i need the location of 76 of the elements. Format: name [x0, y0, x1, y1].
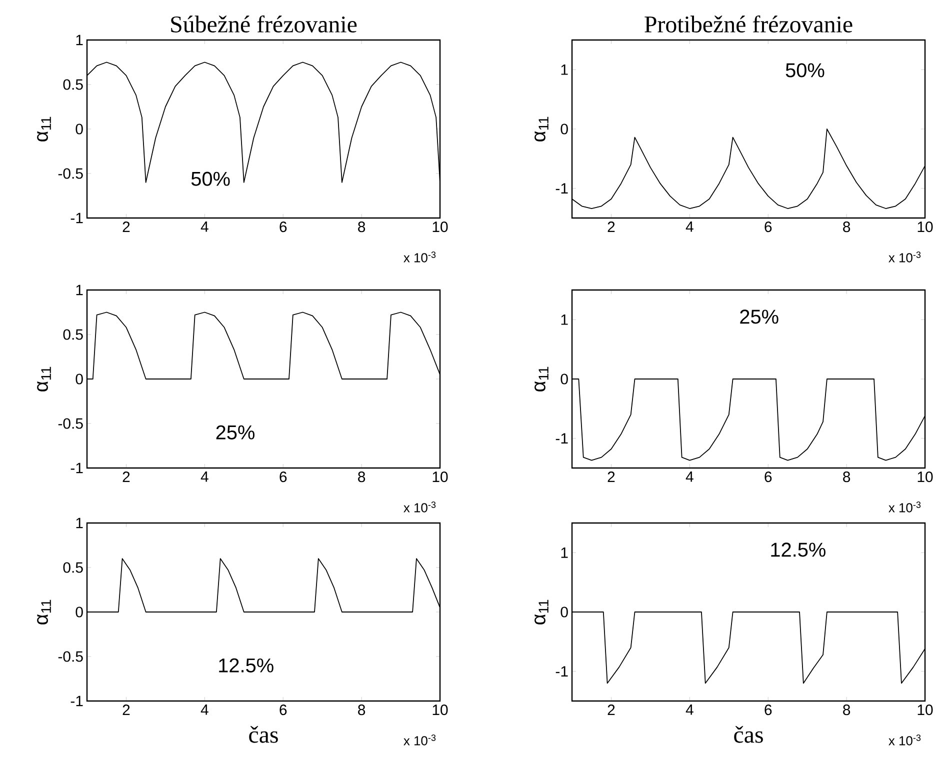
text: x 10$^{-3}$ [404, 734, 436, 746]
annotation: 25% [740, 310, 778, 324]
x-tick-label: 10 [432, 704, 448, 716]
y-tick-label: 1 [76, 34, 83, 46]
x-tick-label: 6 [764, 222, 772, 232]
y-tick-label: 1 [561, 64, 568, 75]
x-tick-label: 8 [843, 704, 850, 716]
text: x 10$^{-3}$ [404, 252, 436, 262]
x-tick-label: 2 [122, 222, 130, 232]
y-tick-label: 0 [76, 374, 83, 384]
x-tick-label: 6 [764, 472, 772, 482]
y-tick-label: 1 [561, 314, 568, 325]
y-axis-title: α$_{11}$ [37, 366, 51, 392]
annotation: 12.5% [219, 658, 274, 672]
y-axis-title: α$_{11}$ [37, 116, 51, 142]
x-tick-label: 4 [200, 704, 208, 715]
annotation: 25% [216, 425, 254, 440]
x-tick-label: 6 [764, 704, 772, 716]
x-tick-label: 10 [918, 472, 933, 482]
x-tick-label: 4 [200, 222, 208, 232]
x-axis-title: čas [734, 726, 763, 743]
y-tick-label: 1 [76, 518, 83, 528]
y-tick-label: 0.5 [63, 329, 83, 340]
y-tick-label: 0 [560, 374, 568, 384]
x-tick-label: 2 [122, 704, 130, 715]
y-tick-label: -1 [70, 212, 83, 224]
x-tick-label: 4 [686, 222, 694, 232]
y-tick-label: -1 [556, 183, 568, 194]
y-tick-label: -1 [70, 696, 83, 706]
y-axis-title: α$_{11}$ [534, 600, 548, 624]
y-tick-label: 0.5 [63, 562, 83, 573]
y-tick-label: 0 [76, 606, 83, 618]
y-tick-label: 1 [76, 284, 83, 296]
x-tick-label: 8 [358, 704, 366, 716]
x-tick-label: 2 [608, 222, 615, 232]
y-tick-label: 0 [560, 124, 568, 134]
x-tick-label: 2 [608, 472, 615, 482]
y-axis-title: α$_{11}$ [534, 116, 548, 142]
x-tick-label: 6 [280, 222, 287, 232]
y-tick-label: -0.5 [58, 418, 83, 429]
text: x 10$^{-3}$ [888, 734, 921, 746]
x-tick-label: 2 [608, 704, 615, 715]
x-tick-label: 8 [843, 472, 850, 482]
y-tick-label: 1 [561, 548, 568, 558]
x-tick-label: 6 [280, 472, 287, 482]
annotation: 12.5% [771, 542, 826, 557]
y-tick-label: -0.5 [58, 168, 83, 179]
annotation: 50% [191, 172, 230, 186]
y-tick-label: 0 [560, 606, 568, 618]
x-tick-label: 4 [686, 472, 694, 482]
annotation: 50% [786, 63, 824, 78]
y-tick-label: 0.5 [63, 79, 83, 90]
y-tick-label: -1 [556, 666, 568, 676]
x-tick-label: 8 [843, 222, 850, 232]
x-tick-label: 8 [358, 222, 366, 232]
x-tick-label: 4 [200, 472, 208, 482]
chart-title: Protibežné frézovanie [644, 15, 852, 33]
y-tick-label: -1 [556, 433, 568, 444]
x-tick-label: 10 [918, 704, 933, 716]
y-tick-label: 0 [76, 124, 83, 134]
y-tick-label: -1 [70, 462, 83, 474]
x-tick-label: 2 [122, 472, 130, 482]
x-tick-label: 10 [432, 472, 448, 482]
x-tick-label: 8 [358, 472, 366, 482]
x-tick-label: 10 [432, 222, 448, 232]
x-tick-label: 4 [686, 704, 694, 715]
y-axis-title: α$_{11}$ [534, 366, 548, 392]
text: x 10$^{-3}$ [888, 502, 921, 512]
x-axis-title: čas [249, 726, 278, 743]
y-axis-title: α$_{11}$ [37, 600, 51, 624]
text: x 10$^{-3}$ [888, 252, 921, 262]
chart-title: Súbežné frézovanie [171, 15, 357, 33]
x-tick-label: 10 [918, 222, 933, 232]
x-tick-label: 6 [280, 704, 287, 716]
text: x 10$^{-3}$ [404, 502, 436, 512]
y-tick-label: -0.5 [58, 651, 83, 662]
